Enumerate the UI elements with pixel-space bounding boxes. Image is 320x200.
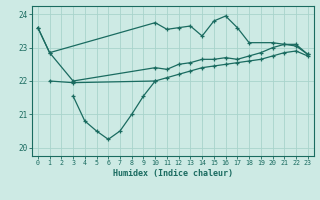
- X-axis label: Humidex (Indice chaleur): Humidex (Indice chaleur): [113, 169, 233, 178]
